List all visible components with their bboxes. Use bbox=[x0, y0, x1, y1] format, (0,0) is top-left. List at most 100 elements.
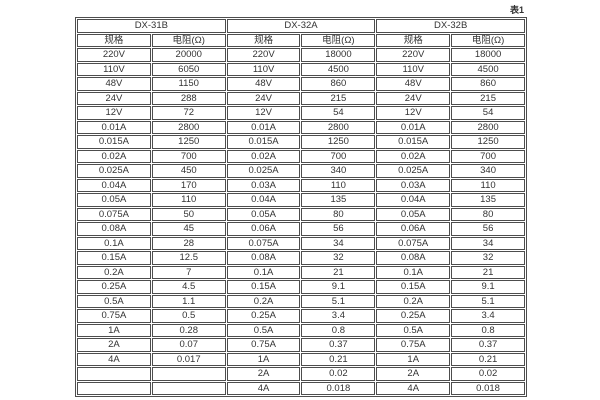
spec-cell: 24V bbox=[77, 91, 151, 105]
spec-cell: 0.06A bbox=[376, 222, 451, 236]
resistance-cell: 7 bbox=[151, 265, 226, 279]
spec-cell: 48V bbox=[226, 77, 301, 91]
spec-cell: 12V bbox=[226, 106, 301, 120]
resistance-cell: 340 bbox=[451, 164, 525, 178]
spec-cell: 0.01A bbox=[77, 120, 151, 134]
spec-cell: 220V bbox=[77, 48, 151, 62]
table-row: 0.2A 7 0.1A 21 0.1A 21 bbox=[77, 265, 525, 279]
spec-cell: 0.075A bbox=[376, 236, 451, 250]
spec-cell: 0.25A bbox=[376, 309, 451, 323]
spec-cell: 0.08A bbox=[226, 251, 301, 265]
col-header-resistance-dx31b: 电阻(Ω) bbox=[151, 33, 226, 47]
resistance-cell: 54 bbox=[451, 106, 525, 120]
spec-cell: 24V bbox=[226, 91, 301, 105]
resistance-cell: 18000 bbox=[301, 48, 376, 62]
resistance-cell: 21 bbox=[451, 265, 525, 279]
resistance-cell: 32 bbox=[451, 251, 525, 265]
spec-cell: 0.04A bbox=[77, 178, 151, 192]
spec-cell: 0.01A bbox=[226, 120, 301, 134]
resistance-cell: 9.1 bbox=[451, 280, 525, 294]
spec-cell: 12V bbox=[77, 106, 151, 120]
resistance-cell bbox=[151, 367, 226, 381]
spec-cell bbox=[77, 367, 151, 381]
spec-cell: 0.2A bbox=[77, 265, 151, 279]
resistance-cell: 72 bbox=[151, 106, 226, 120]
spec-cell: 0.02A bbox=[376, 149, 451, 163]
spec-cell: 0.075A bbox=[226, 236, 301, 250]
spec-cell: 0.025A bbox=[226, 164, 301, 178]
resistance-cell: 860 bbox=[301, 77, 376, 91]
resistance-cell: 135 bbox=[451, 193, 525, 207]
col-header-spec-dx32a: 规格 bbox=[226, 33, 301, 47]
group-header-row: DX-31B DX-32A DX-32B bbox=[77, 19, 525, 33]
spec-cell: 0.25A bbox=[77, 280, 151, 294]
table-row: 0.25A 4.5 0.15A 9.1 0.15A 9.1 bbox=[77, 280, 525, 294]
table-row: 0.75A 0.5 0.25A 3.4 0.25A 3.4 bbox=[77, 309, 525, 323]
resistance-cell: 170 bbox=[151, 178, 226, 192]
table-row: 12V 72 12V 54 12V 54 bbox=[77, 106, 525, 120]
resistance-spec-table: DX-31B DX-32A DX-32B 规格 电阻(Ω) 规格 电阻(Ω) 规… bbox=[75, 17, 527, 397]
spec-cell: 0.015A bbox=[376, 135, 451, 149]
resistance-cell: 0.017 bbox=[151, 352, 226, 366]
table-row: 0.025A 450 0.025A 340 0.025A 340 bbox=[77, 164, 525, 178]
table-row: 0.075A 50 0.05A 80 0.05A 80 bbox=[77, 207, 525, 221]
resistance-cell: 0.02 bbox=[451, 367, 525, 381]
resistance-cell: 80 bbox=[301, 207, 376, 221]
resistance-cell: 4500 bbox=[301, 62, 376, 76]
resistance-cell: 110 bbox=[451, 178, 525, 192]
spec-cell: 24V bbox=[376, 91, 451, 105]
table-row: 48V 1150 48V 860 48V 860 bbox=[77, 77, 525, 91]
spec-cell: 48V bbox=[376, 77, 451, 91]
resistance-cell: 860 bbox=[451, 77, 525, 91]
resistance-cell: 1.1 bbox=[151, 294, 226, 308]
resistance-cell: 700 bbox=[301, 149, 376, 163]
resistance-cell: 0.5 bbox=[151, 309, 226, 323]
resistance-cell: 28 bbox=[151, 236, 226, 250]
resistance-cell: 6050 bbox=[151, 62, 226, 76]
spec-cell: 0.01A bbox=[376, 120, 451, 134]
resistance-cell: 0.07 bbox=[151, 338, 226, 352]
spec-cell: 0.1A bbox=[376, 265, 451, 279]
resistance-cell: 700 bbox=[151, 149, 226, 163]
group-header-dx32b: DX-32B bbox=[376, 19, 525, 33]
spec-cell: 110V bbox=[226, 62, 301, 76]
spec-cell: 0.1A bbox=[77, 236, 151, 250]
resistance-cell: 0.018 bbox=[451, 381, 525, 395]
col-header-resistance-dx32a: 电阻(Ω) bbox=[301, 33, 376, 47]
spec-cell: 0.075A bbox=[77, 207, 151, 221]
group-header-dx31b: DX-31B bbox=[77, 19, 226, 33]
table-body: 220V 20000 220V 18000 220V 18000 110V 6050 110V 4… bbox=[77, 48, 525, 395]
table-row: 1A 0.28 0.5A 0.8 0.5A 0.8 bbox=[77, 323, 525, 337]
resistance-cell: 32 bbox=[301, 251, 376, 265]
resistance-cell: 0.37 bbox=[301, 338, 376, 352]
resistance-cell: 1250 bbox=[151, 135, 226, 149]
resistance-cell: 18000 bbox=[451, 48, 525, 62]
spec-cell: 4A bbox=[77, 352, 151, 366]
table-row: 4A 0.017 1A 0.21 1A 0.21 bbox=[77, 352, 525, 366]
resistance-cell: 45 bbox=[151, 222, 226, 236]
spec-cell: 1A bbox=[226, 352, 301, 366]
spec-cell: 0.03A bbox=[226, 178, 301, 192]
group-header-dx32a: DX-32A bbox=[226, 19, 376, 33]
resistance-cell: 56 bbox=[301, 222, 376, 236]
spec-cell: 0.05A bbox=[376, 207, 451, 221]
resistance-cell: 0.8 bbox=[451, 323, 525, 337]
spec-cell: 0.05A bbox=[77, 193, 151, 207]
resistance-cell: 5.1 bbox=[451, 294, 525, 308]
spec-cell: 0.015A bbox=[226, 135, 301, 149]
spec-cell: 0.5A bbox=[376, 323, 451, 337]
resistance-cell: 54 bbox=[301, 106, 376, 120]
resistance-cell: 4500 bbox=[451, 62, 525, 76]
resistance-cell: 340 bbox=[301, 164, 376, 178]
resistance-cell: 215 bbox=[451, 91, 525, 105]
col-header-spec-dx31b: 规格 bbox=[77, 33, 151, 47]
spec-cell: 0.5A bbox=[226, 323, 301, 337]
table-row: 0.01A 2800 0.01A 2800 0.01A 2800 bbox=[77, 120, 525, 134]
spec-cell: 0.15A bbox=[376, 280, 451, 294]
spec-cell: 48V bbox=[77, 77, 151, 91]
spec-cell: 1A bbox=[376, 352, 451, 366]
spec-cell: 0.025A bbox=[77, 164, 151, 178]
resistance-cell: 34 bbox=[301, 236, 376, 250]
table-row: 0.5A 1.1 0.2A 5.1 0.2A 5.1 bbox=[77, 294, 525, 308]
table-row: 0.08A 45 0.06A 56 0.06A 56 bbox=[77, 222, 525, 236]
